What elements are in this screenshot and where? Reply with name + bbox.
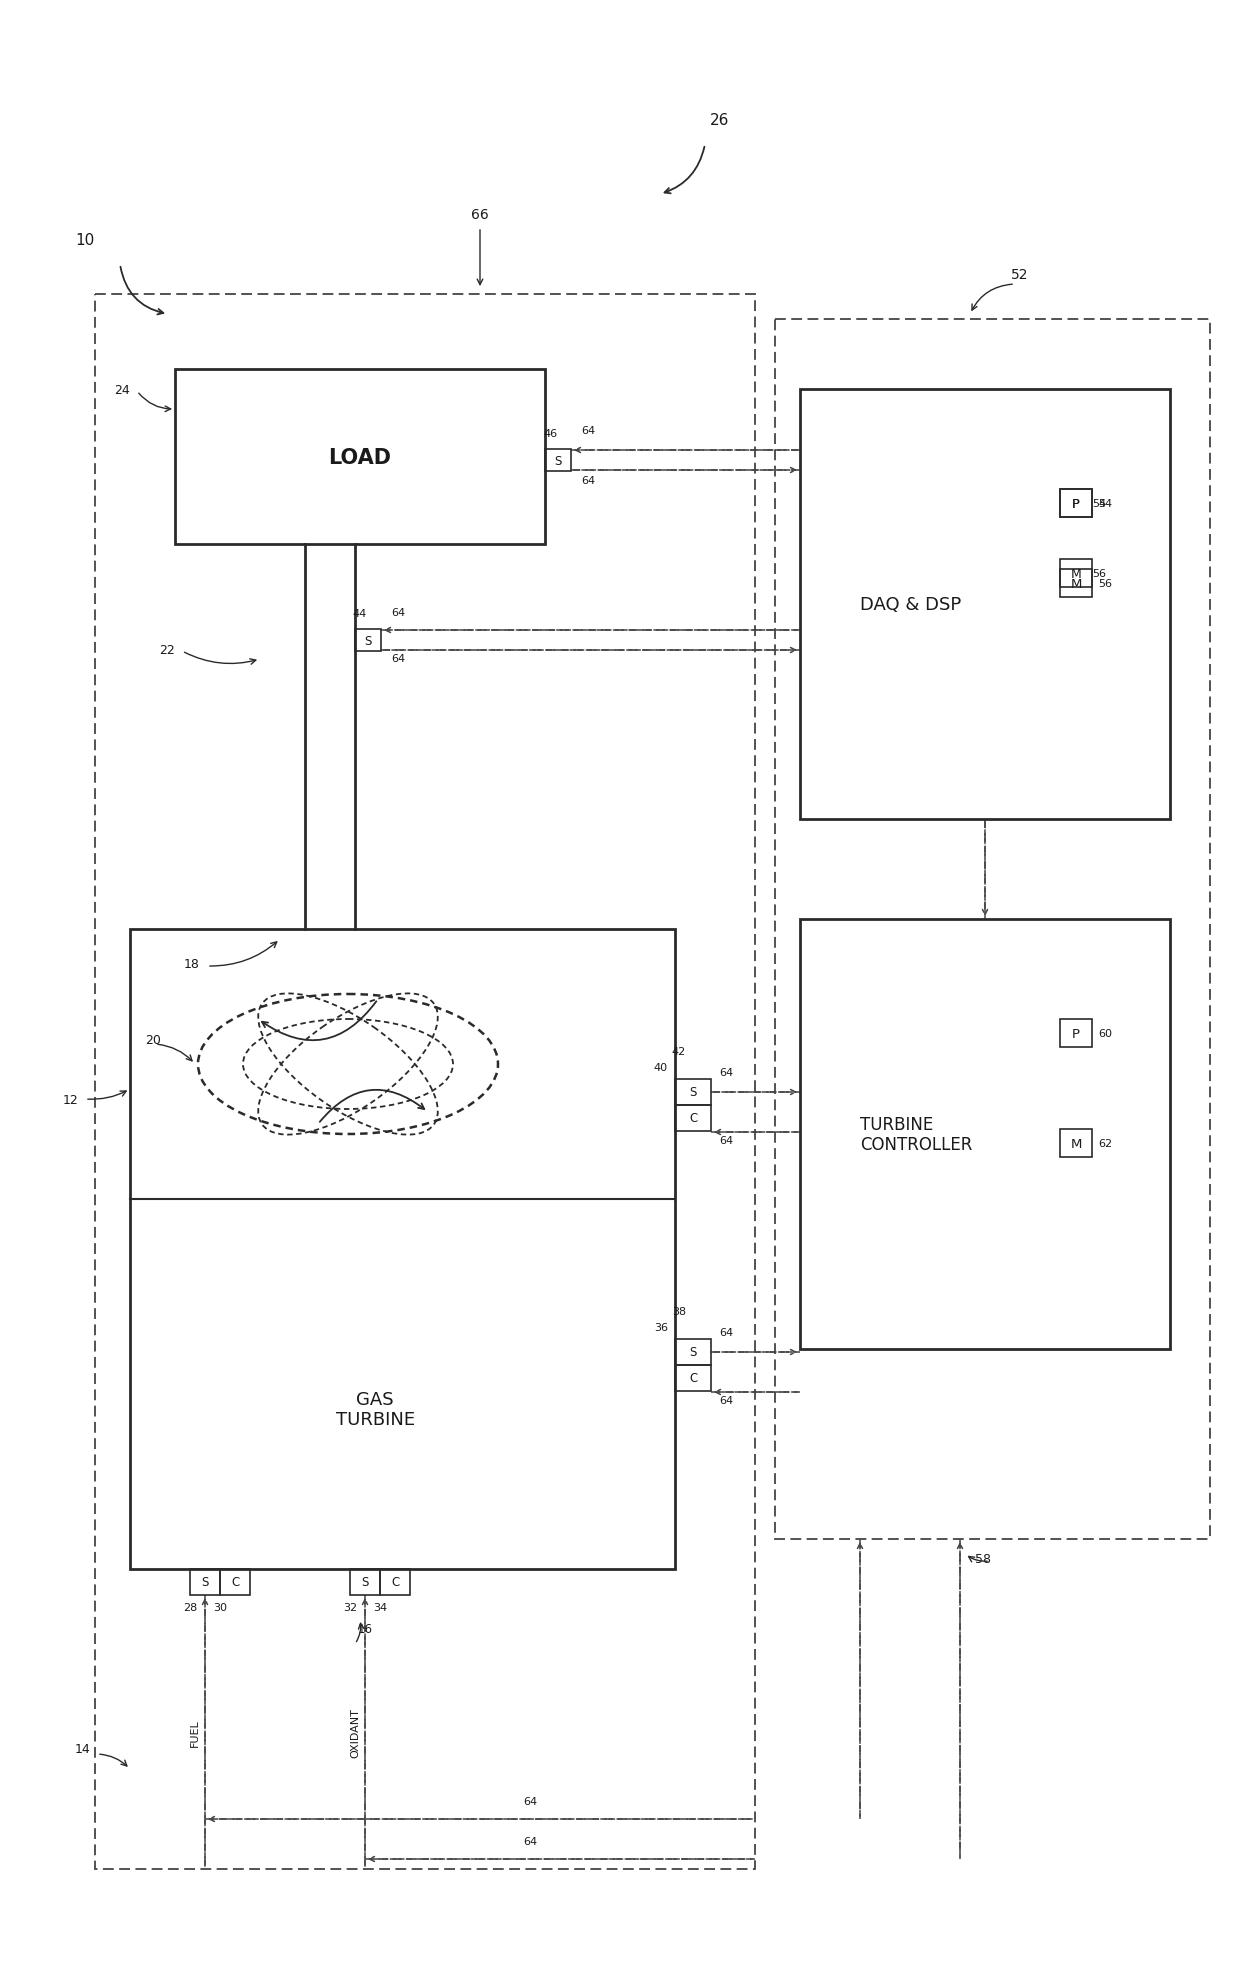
Text: 56: 56 bbox=[1092, 570, 1106, 579]
Text: P: P bbox=[1073, 497, 1080, 511]
Text: OXIDANT: OXIDANT bbox=[350, 1707, 360, 1758]
Bar bbox=[95, 295, 755, 1870]
Text: 40: 40 bbox=[653, 1063, 668, 1072]
Bar bbox=[1060, 489, 1092, 518]
Text: S: S bbox=[689, 1086, 697, 1100]
Bar bbox=[190, 1569, 219, 1595]
Bar bbox=[800, 389, 1171, 819]
Text: C: C bbox=[231, 1575, 239, 1589]
Text: M: M bbox=[1070, 577, 1081, 591]
Bar bbox=[175, 369, 546, 544]
Text: 46: 46 bbox=[543, 428, 557, 438]
Text: 30: 30 bbox=[213, 1603, 227, 1612]
Bar bbox=[1060, 1019, 1092, 1047]
Text: 64: 64 bbox=[523, 1836, 537, 1846]
Bar bbox=[1060, 489, 1092, 518]
Text: 12: 12 bbox=[62, 1092, 78, 1106]
Text: 22: 22 bbox=[159, 642, 175, 656]
Bar bbox=[1060, 1129, 1092, 1157]
Text: 64: 64 bbox=[391, 654, 405, 664]
Bar bbox=[675, 1339, 711, 1365]
Text: 20: 20 bbox=[145, 1033, 161, 1047]
Text: 18: 18 bbox=[184, 958, 200, 970]
Bar bbox=[546, 450, 570, 471]
Text: 54: 54 bbox=[1097, 499, 1112, 509]
Text: M: M bbox=[1070, 568, 1081, 579]
Text: 28: 28 bbox=[182, 1603, 197, 1612]
Bar bbox=[130, 929, 675, 1569]
Bar bbox=[675, 1365, 711, 1391]
Text: 38: 38 bbox=[672, 1306, 686, 1316]
Text: 10: 10 bbox=[76, 232, 94, 247]
Bar bbox=[350, 1569, 379, 1595]
Text: 64: 64 bbox=[719, 1394, 733, 1406]
Text: 64: 64 bbox=[582, 475, 595, 485]
Text: 14: 14 bbox=[74, 1742, 91, 1756]
Text: 26: 26 bbox=[711, 112, 729, 128]
Text: S: S bbox=[201, 1575, 208, 1589]
Text: 64: 64 bbox=[719, 1328, 733, 1337]
Text: 44: 44 bbox=[353, 609, 367, 619]
Text: S: S bbox=[365, 634, 372, 648]
Text: S: S bbox=[361, 1575, 368, 1589]
Text: 54: 54 bbox=[1092, 499, 1106, 509]
Text: 60: 60 bbox=[1097, 1029, 1112, 1039]
Text: 64: 64 bbox=[719, 1135, 733, 1145]
Text: C: C bbox=[391, 1575, 399, 1589]
Bar bbox=[675, 1080, 711, 1106]
Bar bbox=[1060, 560, 1092, 587]
Text: 66: 66 bbox=[471, 208, 489, 222]
Text: DAQ & DSP: DAQ & DSP bbox=[861, 595, 961, 613]
Bar bbox=[800, 919, 1171, 1349]
Text: S: S bbox=[689, 1345, 697, 1359]
Bar bbox=[219, 1569, 250, 1595]
Text: 42: 42 bbox=[672, 1047, 686, 1057]
Text: C: C bbox=[689, 1112, 697, 1125]
Text: 56: 56 bbox=[1097, 579, 1112, 589]
Text: 34: 34 bbox=[373, 1603, 387, 1612]
Text: 24: 24 bbox=[114, 383, 130, 397]
Text: TURBINE
CONTROLLER: TURBINE CONTROLLER bbox=[861, 1116, 972, 1153]
Text: 64: 64 bbox=[582, 426, 595, 436]
Text: 36: 36 bbox=[653, 1322, 668, 1332]
Bar bbox=[1060, 570, 1092, 597]
Text: 64: 64 bbox=[391, 607, 405, 619]
Text: 32: 32 bbox=[343, 1603, 357, 1612]
Text: P: P bbox=[1073, 497, 1080, 511]
Text: S: S bbox=[554, 454, 562, 467]
Text: 52: 52 bbox=[1012, 267, 1029, 283]
Text: M: M bbox=[1070, 1137, 1081, 1149]
Bar bbox=[355, 630, 381, 652]
Bar bbox=[675, 1106, 711, 1131]
Text: P: P bbox=[1073, 1027, 1080, 1041]
Text: 64: 64 bbox=[719, 1068, 733, 1078]
Bar bbox=[379, 1569, 410, 1595]
Text: C: C bbox=[689, 1371, 697, 1385]
Text: 62: 62 bbox=[1097, 1139, 1112, 1149]
Bar bbox=[775, 320, 1210, 1540]
Text: FUEL: FUEL bbox=[190, 1718, 200, 1746]
Text: 58: 58 bbox=[975, 1554, 991, 1565]
Text: LOAD: LOAD bbox=[329, 448, 392, 467]
Text: GAS
TURBINE: GAS TURBINE bbox=[336, 1391, 415, 1428]
Text: 64: 64 bbox=[523, 1797, 537, 1807]
Text: 16: 16 bbox=[357, 1622, 372, 1636]
